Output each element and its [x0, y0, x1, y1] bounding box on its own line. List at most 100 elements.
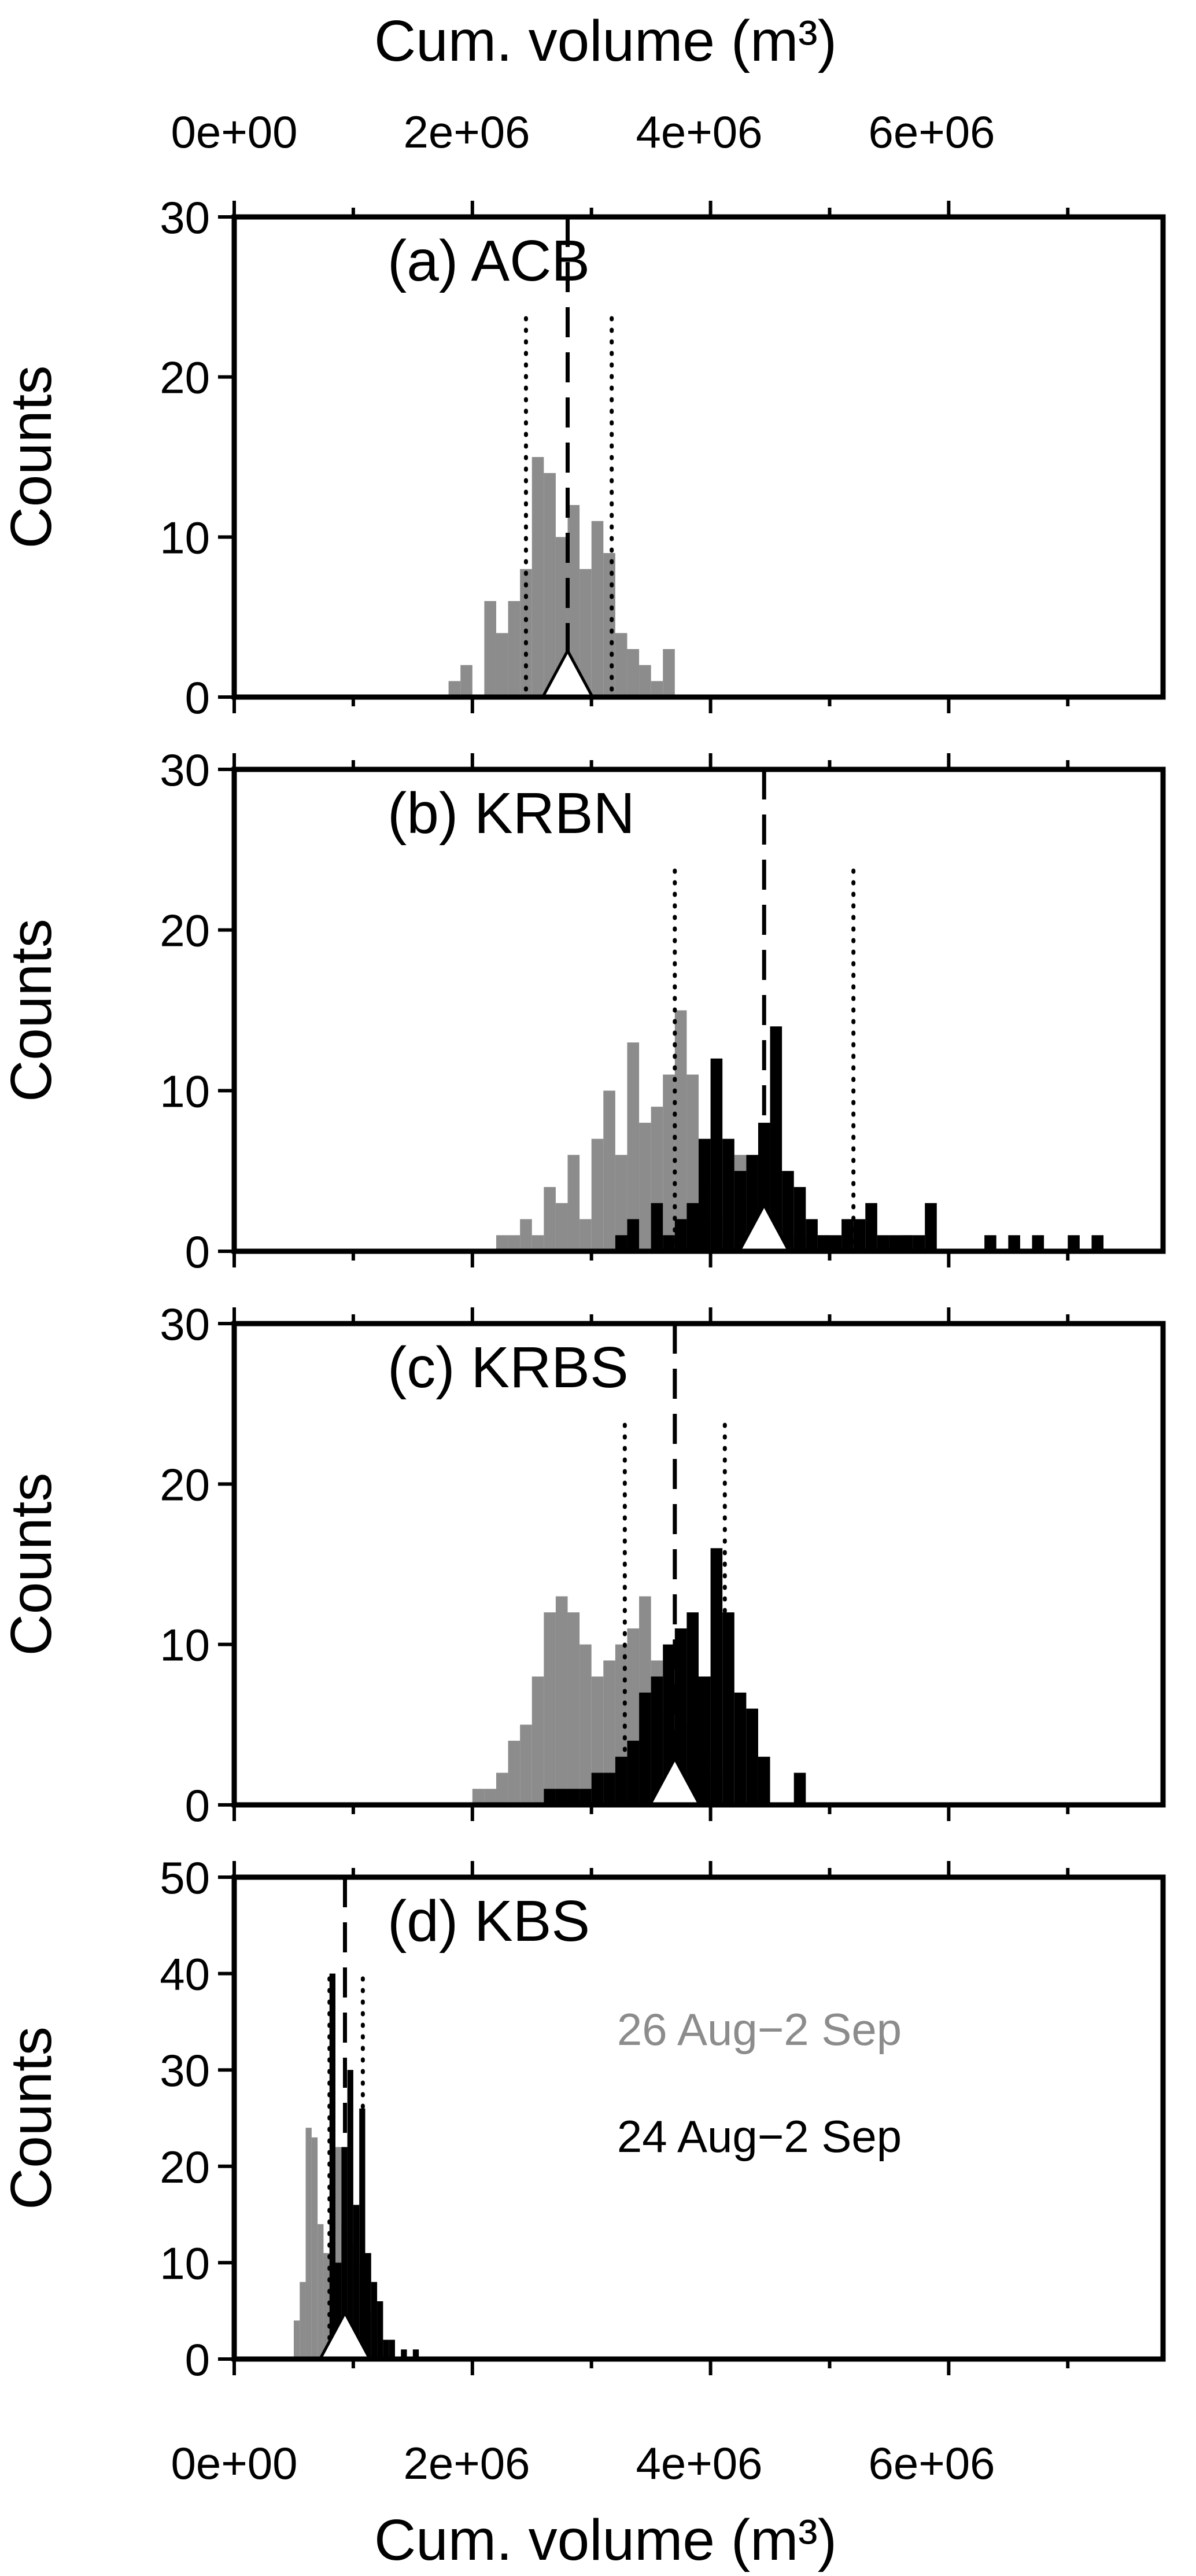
bar-gray	[663, 649, 675, 697]
bar-black	[806, 1219, 818, 1251]
bottom-x-tick-label: 0e+00	[171, 2438, 297, 2489]
bar-black	[925, 1203, 937, 1251]
bar-black	[401, 2349, 407, 2359]
bar-gray	[591, 521, 604, 697]
legend-entry-black: 24 Aug−2 Sep	[617, 2111, 902, 2162]
bar-gray	[293, 2320, 300, 2359]
bar-gray	[496, 633, 508, 697]
y-axis-label: Counts	[0, 919, 64, 1102]
bar-gray	[627, 649, 640, 697]
bar-gray	[448, 681, 461, 697]
bar-black	[674, 1219, 687, 1251]
bar-black	[817, 1235, 830, 1251]
bar-gray	[544, 1612, 556, 1805]
bar-gray	[472, 1789, 485, 1805]
bar-black	[1068, 1235, 1080, 1251]
y-tick-label: 0	[185, 672, 210, 723]
bottom-axis-title: Cum. volume (m³)	[374, 2508, 837, 2573]
histogram-panel-3: 0 10 20 30 Counts (c) KRBS	[0, 1299, 1166, 1831]
y-tick-label: 30	[160, 192, 210, 243]
y-axis-label: Counts	[0, 2026, 64, 2210]
y-tick-label: 0	[185, 1780, 210, 1831]
bar-gray	[591, 1138, 604, 1251]
bar-black	[793, 1772, 806, 1805]
bar-black	[865, 1203, 877, 1251]
bar-gray	[567, 1612, 580, 1805]
bar-black	[710, 1548, 723, 1805]
bar-gray	[651, 681, 663, 697]
bar-black	[758, 1756, 770, 1805]
y-tick-label: 10	[160, 1066, 210, 1116]
bar-gray	[579, 569, 592, 697]
y-tick-label: 50	[160, 1852, 210, 1903]
top-x-tick-label: 2e+06	[403, 106, 530, 157]
bar-gray	[615, 633, 627, 697]
bar-gray	[639, 665, 651, 697]
bar-black	[663, 1235, 675, 1251]
bar-gray	[311, 2137, 318, 2359]
bar-gray	[555, 1203, 568, 1251]
bar-gray	[531, 1235, 544, 1251]
y-tick-label: 10	[160, 2238, 210, 2288]
bar-gray	[544, 1186, 556, 1251]
bar-black	[639, 1692, 651, 1805]
bar-black	[722, 1138, 734, 1251]
y-tick-label: 10	[160, 512, 210, 563]
bar-gray	[603, 1090, 615, 1251]
bar-black	[913, 1235, 925, 1251]
bar-black	[1091, 1235, 1104, 1251]
bar-black	[853, 1219, 866, 1251]
y-tick-label: 0	[185, 2334, 210, 2385]
bar-black	[1032, 1235, 1044, 1251]
bar-black	[841, 1219, 854, 1251]
bar-black	[674, 1628, 687, 1805]
top-x-tick-label: 0e+00	[171, 106, 297, 157]
bottom-x-tick-label: 4e+06	[636, 2438, 762, 2489]
bar-gray	[531, 1676, 544, 1805]
bar-black	[365, 2253, 371, 2359]
panel-title: (c) KRBS	[387, 1335, 629, 1400]
bar-black	[734, 1171, 747, 1251]
bar-black	[389, 2339, 395, 2359]
bar-gray	[496, 1235, 508, 1251]
bar-black	[984, 1235, 996, 1251]
bar-black	[347, 2070, 353, 2359]
panel-frame	[231, 766, 1166, 1254]
bottom-x-tick-label: 2e+06	[403, 2438, 530, 2489]
bar-gray	[663, 1074, 675, 1251]
bar-black	[579, 1789, 592, 1805]
bar-gray	[567, 1155, 580, 1251]
bar-gray	[508, 1741, 521, 1805]
bar-black	[686, 1612, 699, 1805]
bar-gray	[520, 1219, 532, 1251]
top-x-tick-label: 6e+06	[868, 106, 995, 157]
panel-frame	[231, 214, 1166, 700]
panel-frame	[231, 1874, 1166, 2362]
bar-black	[383, 2339, 389, 2359]
bar-black	[710, 1058, 723, 1251]
bar-gray	[460, 665, 473, 697]
y-tick-label: 30	[160, 745, 210, 795]
bottom-x-tick-label: 6e+06	[868, 2438, 995, 2489]
bar-black	[603, 1772, 615, 1805]
bar-gray	[531, 457, 544, 697]
bar-gray	[639, 1122, 651, 1251]
bar-black	[377, 2301, 383, 2359]
y-tick-label: 30	[160, 2045, 210, 2096]
bar-black	[567, 1789, 580, 1805]
panel-title: (b) KRBN	[387, 781, 635, 846]
bar-black	[901, 1235, 913, 1251]
bar-gray	[603, 1660, 615, 1805]
panel-title: (a) ACB	[387, 229, 590, 293]
bar-gray	[544, 473, 556, 697]
histogram-panel-1: 0 10 20 30 Counts (a) ACB	[0, 192, 1166, 723]
bar-black	[734, 1692, 747, 1805]
bar-black	[555, 1789, 568, 1805]
bar-black	[1008, 1235, 1020, 1251]
bar-black	[627, 1219, 640, 1251]
bar-black	[746, 1708, 758, 1805]
panel-title: (d) KBS	[387, 1889, 590, 1954]
bar-black	[877, 1235, 889, 1251]
bar-black	[371, 2282, 378, 2359]
